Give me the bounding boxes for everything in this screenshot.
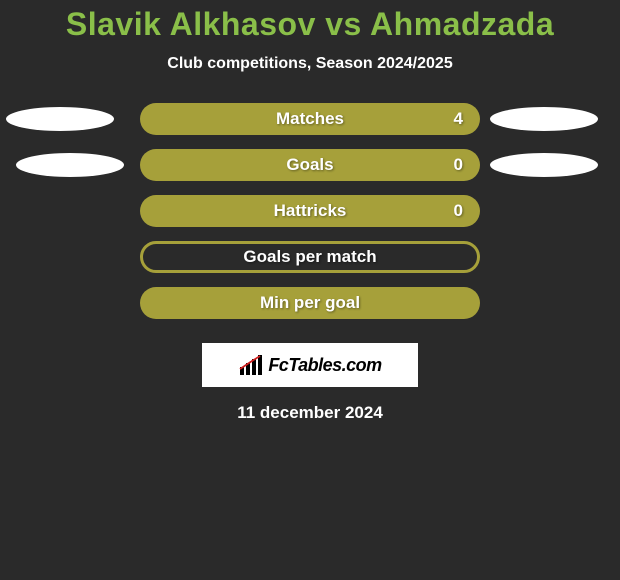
stat-label: Min per goal <box>260 293 360 313</box>
right-ellipse-icon <box>490 153 598 177</box>
page-subtitle: Club competitions, Season 2024/2025 <box>167 55 452 73</box>
stat-bar: Goals 0 <box>140 149 480 181</box>
page-title: Slavik Alkhasov vs Ahmadzada <box>66 6 554 43</box>
stat-label: Hattricks <box>274 201 347 221</box>
stat-row: Matches 4 <box>0 103 620 135</box>
stat-row: Hattricks 0 <box>0 195 620 227</box>
left-ellipse-icon <box>6 107 114 131</box>
stat-bar: Matches 4 <box>140 103 480 135</box>
stat-bar: Goals per match <box>140 241 480 273</box>
stat-row: Min per goal <box>0 287 620 319</box>
stat-value: 0 <box>454 201 463 221</box>
stat-row: Goals 0 <box>0 149 620 181</box>
stat-label: Goals <box>286 155 333 175</box>
stat-row: Goals per match <box>0 241 620 273</box>
left-ellipse-icon <box>16 153 124 177</box>
stat-bar: Hattricks 0 <box>140 195 480 227</box>
stat-value: 0 <box>454 155 463 175</box>
comparison-infographic: Slavik Alkhasov vs Ahmadzada Club compet… <box>0 0 620 423</box>
bar-chart-icon <box>238 355 264 375</box>
source-logo: FcTables.com <box>202 343 418 387</box>
logo-text: FcTables.com <box>268 355 381 376</box>
stat-value: 4 <box>454 109 463 129</box>
stat-label: Goals per match <box>243 247 376 267</box>
date-text: 11 december 2024 <box>237 403 383 423</box>
right-ellipse-icon <box>490 107 598 131</box>
stat-label: Matches <box>276 109 344 129</box>
logo-content: FcTables.com <box>238 355 381 376</box>
stat-bar: Min per goal <box>140 287 480 319</box>
